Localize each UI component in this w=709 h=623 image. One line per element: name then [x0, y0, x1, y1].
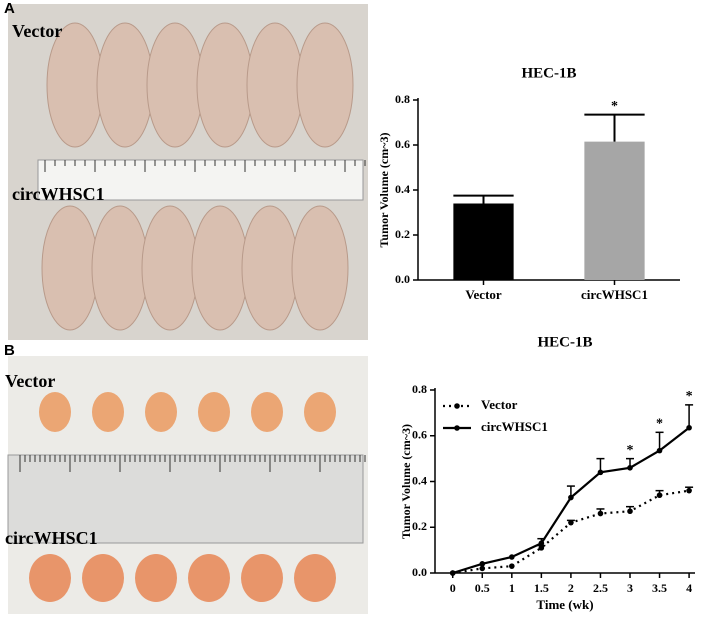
- mouse: [141, 205, 199, 331]
- x-tick-label: 1: [509, 581, 515, 595]
- photo-label: circWHSC1: [12, 184, 105, 204]
- tumor: [135, 554, 177, 602]
- mouse: [91, 205, 149, 331]
- point: [686, 424, 692, 431]
- point: [627, 464, 633, 471]
- tumor: [145, 392, 177, 432]
- y-tick-label: 0.2: [412, 519, 427, 533]
- tumor: [241, 554, 283, 602]
- legend-label: Vector: [481, 397, 518, 412]
- y-tick-label: 0.4: [395, 182, 410, 196]
- tumor: [29, 554, 71, 602]
- y-tick-label: 0.2: [395, 227, 410, 241]
- point: [538, 540, 545, 547]
- x-tick-label: 1.5: [534, 581, 549, 595]
- mouse: [246, 22, 304, 148]
- x-tick-label: 0: [450, 581, 456, 595]
- bar: [453, 203, 514, 280]
- point: [509, 554, 515, 560]
- point: [538, 545, 545, 551]
- y-tick-label: 0.0: [395, 272, 410, 286]
- y-tick-label: 0.6: [412, 428, 427, 442]
- mouse: [96, 22, 154, 148]
- tumor: [251, 392, 283, 432]
- mouse: [41, 205, 99, 331]
- point: [479, 565, 486, 572]
- series-line: [452, 426, 690, 575]
- tumor: [198, 392, 230, 432]
- point: [686, 487, 692, 494]
- mouse: [241, 205, 299, 331]
- y-tick-label: 0.0: [412, 565, 427, 579]
- point: [509, 563, 515, 569]
- bar: [584, 141, 645, 280]
- panel-label: A: [4, 0, 15, 17]
- mouse: [291, 205, 349, 331]
- y-tick-label: 0.4: [412, 473, 427, 487]
- tumor: [92, 392, 124, 432]
- point: [627, 508, 633, 515]
- y-tick-label: 0.8: [412, 382, 427, 396]
- legend-marker: [454, 425, 460, 431]
- point: [479, 561, 486, 567]
- x-tick-label: 2.5: [593, 581, 608, 595]
- legend-label: circWHSC1: [481, 419, 548, 434]
- tumor: [39, 392, 71, 432]
- significance-mark: *: [611, 99, 618, 114]
- panel-label: B: [4, 342, 15, 359]
- mouse: [46, 22, 104, 148]
- chart-title: HEC-1B: [521, 65, 576, 81]
- point: [656, 447, 663, 454]
- tumor: [188, 554, 230, 602]
- tumor: [294, 554, 336, 602]
- mouse: [146, 22, 204, 148]
- x-tick-label: 3.5: [652, 581, 667, 595]
- ruler: [37, 159, 364, 201]
- x-tick-label: 2: [568, 581, 574, 595]
- tumor: [304, 392, 336, 432]
- y-axis-label: Tumor Volume (cm~3): [377, 133, 391, 248]
- x-tick-label: 3: [627, 581, 633, 595]
- legend-marker: [454, 403, 460, 409]
- point: [597, 510, 604, 517]
- y-axis-label: Tumor Volume (cm~3): [399, 424, 413, 539]
- significance-mark: *: [627, 443, 634, 458]
- tumor: [82, 554, 124, 602]
- significance-mark: *: [656, 417, 663, 432]
- y-tick-label: 0.6: [395, 137, 410, 151]
- x-tick-label: 0.5: [475, 581, 490, 595]
- photo-label: Vector: [12, 21, 62, 41]
- significance-mark: *: [686, 389, 693, 404]
- chart-title: HEC-1B: [537, 334, 592, 350]
- y-tick-label: 0.8: [395, 92, 410, 106]
- point: [656, 492, 663, 499]
- photos: [7, 4, 368, 614]
- mouse: [196, 22, 254, 148]
- ruler: [7, 454, 364, 544]
- x-tick-label: 4: [686, 581, 692, 595]
- series-line: [452, 489, 690, 575]
- mouse: [191, 205, 249, 331]
- point: [568, 519, 574, 526]
- point: [449, 570, 456, 576]
- photo-label: circWHSC1: [5, 528, 98, 548]
- mouse: [296, 22, 354, 148]
- x-tick-label: circWHSC1: [581, 287, 648, 302]
- photo-label: Vector: [5, 371, 55, 391]
- x-axis-label: Time (wk): [536, 597, 593, 612]
- point: [597, 469, 604, 476]
- x-tick-label: Vector: [465, 287, 502, 302]
- point: [568, 494, 574, 501]
